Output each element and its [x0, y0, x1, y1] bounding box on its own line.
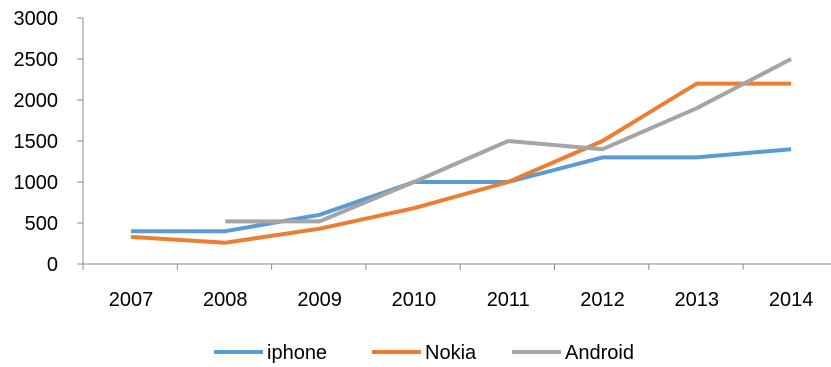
y-tick-label: 3000 [14, 8, 59, 30]
x-tick-label: 2014 [769, 289, 814, 311]
x-tick-label: 2012 [580, 289, 625, 311]
series-line-iphone [131, 147, 792, 234]
y-tick-label: 1000 [14, 172, 59, 194]
legend-item-android: Android [512, 342, 634, 364]
y-tick-label: 500 [25, 213, 58, 235]
x-tick-label: 2007 [109, 289, 154, 311]
legend-label: iphone [267, 342, 327, 364]
y-tick-label: 2000 [14, 90, 59, 112]
series-line-android [225, 57, 793, 224]
y-tick-label: 2500 [14, 49, 59, 71]
y-tick-label: 1500 [14, 131, 59, 153]
legend-item-iphone: iphone [214, 342, 327, 364]
x-tick-label: 2013 [675, 289, 720, 311]
x-tick-label: 2008 [203, 289, 248, 311]
x-tick-label: 2010 [392, 289, 437, 311]
legend-item-nokia: Nokia [372, 342, 477, 364]
x-tick-label: 2011 [487, 289, 530, 311]
series-line-nokia [130, 81, 792, 245]
x-tick-label: 2009 [297, 289, 342, 311]
legend-label: Android [565, 342, 634, 364]
y-tick-label: 0 [47, 254, 58, 276]
legend-label: Nokia [425, 342, 477, 364]
